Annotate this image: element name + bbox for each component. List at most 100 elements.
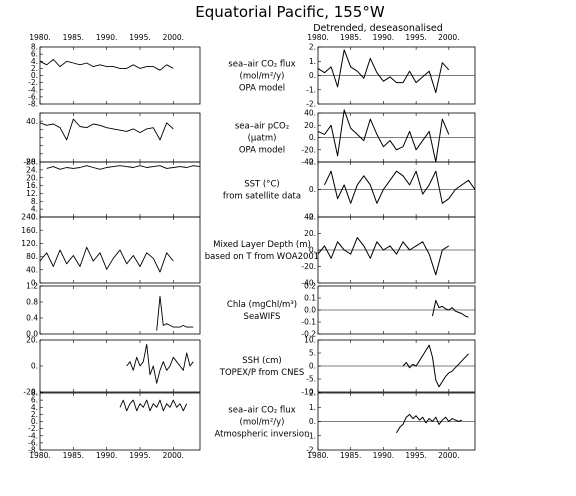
co2flux_inversion-left-series-line-0	[119, 399, 188, 412]
co2flux_opa-label-line: (mol/m²/y)	[240, 72, 285, 82]
co2flux_opa-right-xtick-label: 1995.	[405, 33, 426, 42]
co2flux_opa-left-ytick-label: 6.	[31, 50, 38, 59]
chla-left-ytick-label: 1.2	[26, 282, 38, 291]
chla-left-ytick-label: 0.4	[26, 314, 38, 323]
co2flux_opa-left-plot-frame	[39, 46, 201, 105]
chla-label-line: Chla (mgChl/m³)	[227, 300, 297, 310]
pco2_opa-right-series-line-0	[317, 109, 450, 163]
ssh-right-ytick-label: 5.	[309, 349, 316, 358]
co2flux_opa-right-ytick-label: 0.	[309, 71, 316, 80]
co2flux_opa-right-axes: 2. 1. 0. -1. -2. 1980. 1985. 1990. 1995. 2000.	[306, 33, 476, 109]
co2flux_opa-left-ytick-label: 2.	[31, 64, 38, 73]
chla-left-ytick-label: 0.8	[26, 298, 38, 307]
co2flux_opa-right-ytick-label: -1.	[306, 85, 316, 94]
mld-right-series-line-0	[317, 237, 450, 276]
co2flux_inversion-left-xtick-label: 2000.	[163, 451, 184, 460]
pco2_opa-left-ytick-label: -80.	[23, 158, 38, 167]
chla-left-plot-frame	[39, 285, 201, 335]
sst-left-ytick-label: 0.	[31, 213, 38, 222]
mld-left-ytick-label: 240.	[21, 213, 38, 222]
co2flux_inversion-right-xtick-label: 1995.	[405, 451, 426, 460]
co2flux_opa-left-ytick-label: -2.	[28, 78, 38, 87]
co2flux_inversion-left-xtick-label: 1980.	[29, 451, 50, 460]
co2flux_inversion-left-ytick-label: -8.	[28, 446, 38, 455]
co2flux_opa-left-xtick-label: 1980.	[29, 33, 50, 42]
co2flux_inversion-left-ytick-label: 4.	[31, 403, 38, 412]
mld-left-plot-frame	[39, 216, 201, 284]
co2flux_opa-left-ytick-label: 0.	[31, 71, 38, 80]
co2flux_inversion-left-axes: 8.6.4.2.0.-2.-4.-6.-8.1980. 1985. 1990. 199…	[28, 389, 201, 460]
figure-title: Equatorial Pacific, 155°W	[195, 3, 385, 21]
co2flux_inversion-right-ytick-label: 0.	[309, 417, 316, 426]
co2flux_opa-left-xtick-label: 1995.	[129, 33, 150, 42]
co2flux_inversion-right-series-line-0	[396, 413, 463, 434]
co2flux_opa-left-ytick-label: -6.	[28, 92, 38, 101]
sst-right-axes: 2. 0. -2.	[306, 158, 476, 222]
sst-left-ytick-label: 8.	[31, 197, 38, 206]
co2flux_opa-right-xtick-label: 1985.	[340, 33, 361, 42]
sst-left-plot-frame	[39, 161, 201, 218]
co2flux_opa-right-ytick-label: -2.	[306, 100, 316, 109]
mld-left-ytick-label: 40.	[26, 265, 38, 274]
co2flux_opa-left-xtick-label: 2000.	[163, 33, 184, 42]
co2flux_inversion-left-xtick-label: 1995.	[129, 451, 150, 460]
co2flux_inversion-label-line: (mol/m²/y)	[240, 418, 285, 428]
chla-left-ytick-label: 0.0	[26, 330, 38, 339]
mld-left-ytick-label: 160.	[21, 226, 38, 235]
co2flux_inversion-right-axes: 2. 1. 0. -1. -2.1980. 1985. 1990. 1995. 2000.	[306, 389, 476, 460]
ssh-right-series-line-0	[402, 344, 469, 388]
co2flux_inversion-right-xtick-label: 1985.	[340, 451, 361, 460]
chla-right-ytick-label: 0.2	[304, 282, 316, 291]
co2flux_opa-right-ytick-label: 1.	[309, 57, 316, 66]
pco2_opa-left-series-line-0	[39, 118, 174, 141]
sst-right-ytick-label: 0.	[309, 185, 316, 194]
co2flux_inversion-left-xtick-label: 1985.	[63, 451, 84, 460]
panels: 8.6.4.2.0.-2.-4.-6.-8.1980. 1985. 1990. 199…	[21, 33, 476, 460]
pco2_opa-right-ytick-label: 0.	[309, 133, 316, 142]
mld-left-ytick-label: 0.	[31, 279, 38, 288]
co2flux_inversion-left-ytick-label: 6.	[31, 396, 38, 405]
ssh-left-ytick-label: -20.	[23, 388, 38, 397]
sst-left-axes: 28.24.20.16.12.8.4.0.	[26, 158, 201, 222]
sst-left-ytick-label: 12.	[26, 189, 38, 198]
co2flux_opa-right-ytick-label: 2.	[309, 43, 316, 52]
pco2_opa-left-axes: 40. -80.	[23, 112, 201, 167]
mld-left-ytick-label: 80.	[26, 252, 38, 261]
co2flux_opa-label-line: sea–air CO₂ flux	[228, 60, 295, 70]
right-column-subtitle: Detrended, deseasonalised	[313, 23, 443, 34]
chla-right-ytick-label: -0.2	[301, 330, 316, 339]
chla-label-line: SeaWIFS	[244, 312, 281, 322]
pco2_opa-right-axes: 40. 20. 0. -20. -40.	[301, 109, 476, 167]
pco2_opa-right-ytick-label: -40.	[301, 158, 316, 167]
sst-left-ytick-label: 16.	[26, 181, 38, 190]
sst-left-ytick-label: 28.	[26, 158, 38, 167]
chla-right-ytick-label: 0.1	[304, 294, 316, 303]
co2flux_opa-left-ytick-label: 8.	[31, 43, 38, 52]
ssh-right-ytick-label: -10.	[301, 388, 316, 397]
chla-left-axes: 1.2 0.8 0.4 0.0	[26, 282, 201, 339]
co2flux_opa-left-xtick-label: 1990.	[96, 33, 117, 42]
co2flux_opa-label-line: OPA model	[239, 84, 285, 94]
co2flux_inversion-right-ytick-label: 2.	[309, 389, 316, 398]
ssh-left-axes: 20. 0. -20.	[23, 336, 201, 397]
co2flux_inversion-left-ytick-label: -4.	[28, 431, 38, 440]
pco2_opa-right-ytick-label: 20.	[304, 121, 316, 130]
co2flux_inversion-left-ytick-label: 0.	[31, 417, 38, 426]
co2flux_opa-left-series-line-0	[39, 59, 174, 71]
ssh-left-plot-frame	[39, 339, 201, 393]
mld-label-line: based on T from WOA2001	[205, 252, 319, 262]
pco2_opa-label-line: sea–air pCO₂	[235, 122, 289, 132]
sst-right-ytick-label: 2.	[309, 158, 316, 167]
co2flux_inversion-right-xtick-label: 1990.	[373, 451, 394, 460]
ssh-label-line: SSH (cm)	[242, 356, 281, 366]
co2flux_opa-left-ytick-label: -8.	[28, 100, 38, 109]
sst-left-series-line-0	[46, 165, 201, 170]
chla-right-ytick-label: 0.0	[304, 306, 316, 315]
mld-right-axes: 40. 20. 0. -20. -40.	[301, 213, 476, 288]
ssh-left-series-line-0	[126, 343, 194, 384]
ssh-right-ytick-label: 10.	[304, 336, 316, 345]
sst-left-ytick-label: 4.	[31, 205, 38, 214]
sst-label-line: SST (°C)	[244, 180, 280, 190]
co2flux_opa-right-series-line-0	[317, 49, 450, 94]
sst-right-series-line-0	[324, 170, 476, 204]
